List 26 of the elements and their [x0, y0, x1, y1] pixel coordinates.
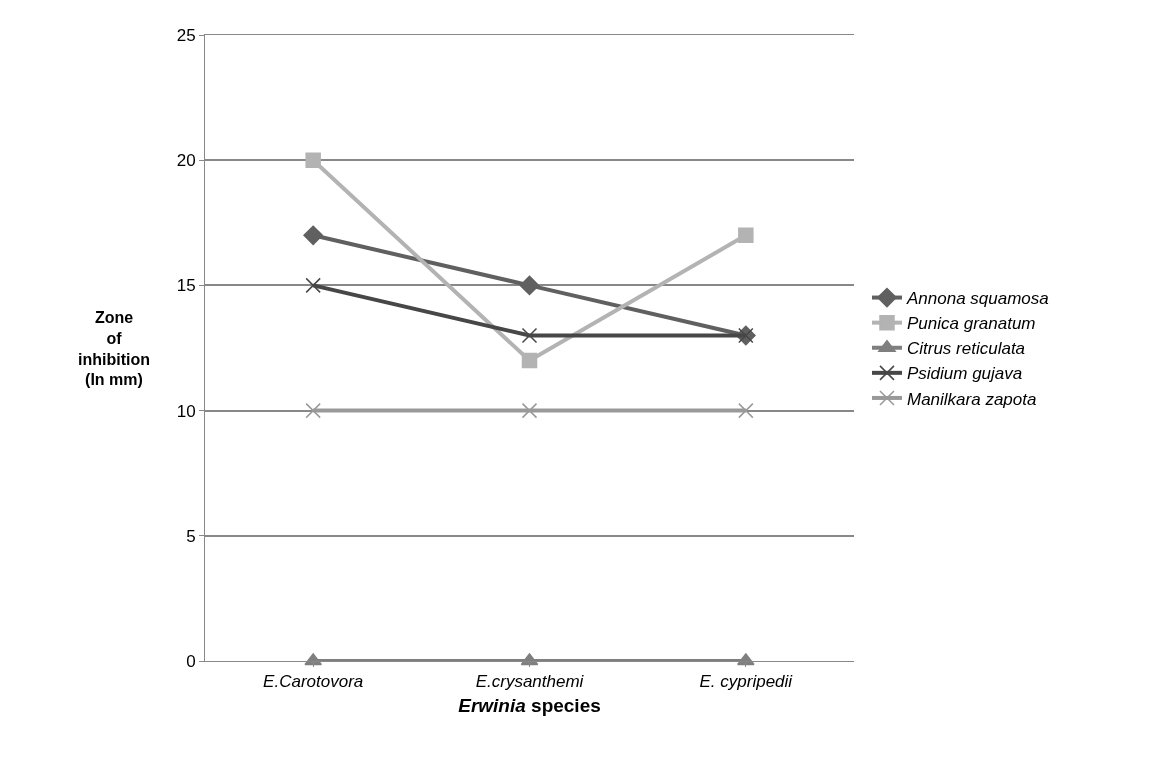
- legend-label: Annona squamosa: [905, 289, 1049, 309]
- point: [305, 152, 321, 168]
- point: [305, 277, 321, 294]
- x-tick-label: E.crysanthemi: [475, 672, 585, 692]
- point: [738, 227, 754, 244]
- y-axis-title: Zone of inhibition (In mm): [78, 309, 150, 389]
- point: [303, 225, 324, 246]
- y-tick-label: 5: [186, 526, 196, 546]
- y-tick-label: 20: [176, 151, 196, 171]
- legend-label: Manilkara zapota: [906, 389, 1037, 409]
- x-tick-label: E. cypripedii: [699, 672, 794, 692]
- point: [519, 275, 540, 296]
- y-tick-label: 15: [176, 276, 196, 296]
- y-tick-label: 25: [176, 25, 196, 45]
- y-tick-label: 10: [176, 401, 196, 421]
- point: [738, 402, 754, 419]
- point: [521, 352, 538, 369]
- y-tick-label: 0: [186, 651, 196, 671]
- point: [521, 327, 538, 344]
- legend-label: Punica granatum: [906, 314, 1036, 334]
- legend-label: Psidium gujava: [906, 364, 1023, 384]
- point: [521, 402, 538, 419]
- x-tick-label: E.Carotovora: [263, 672, 364, 692]
- x-axis-title: Erwinia species: [458, 695, 601, 717]
- legend-label: Citrus reticulata: [906, 339, 1026, 359]
- point: [305, 402, 321, 419]
